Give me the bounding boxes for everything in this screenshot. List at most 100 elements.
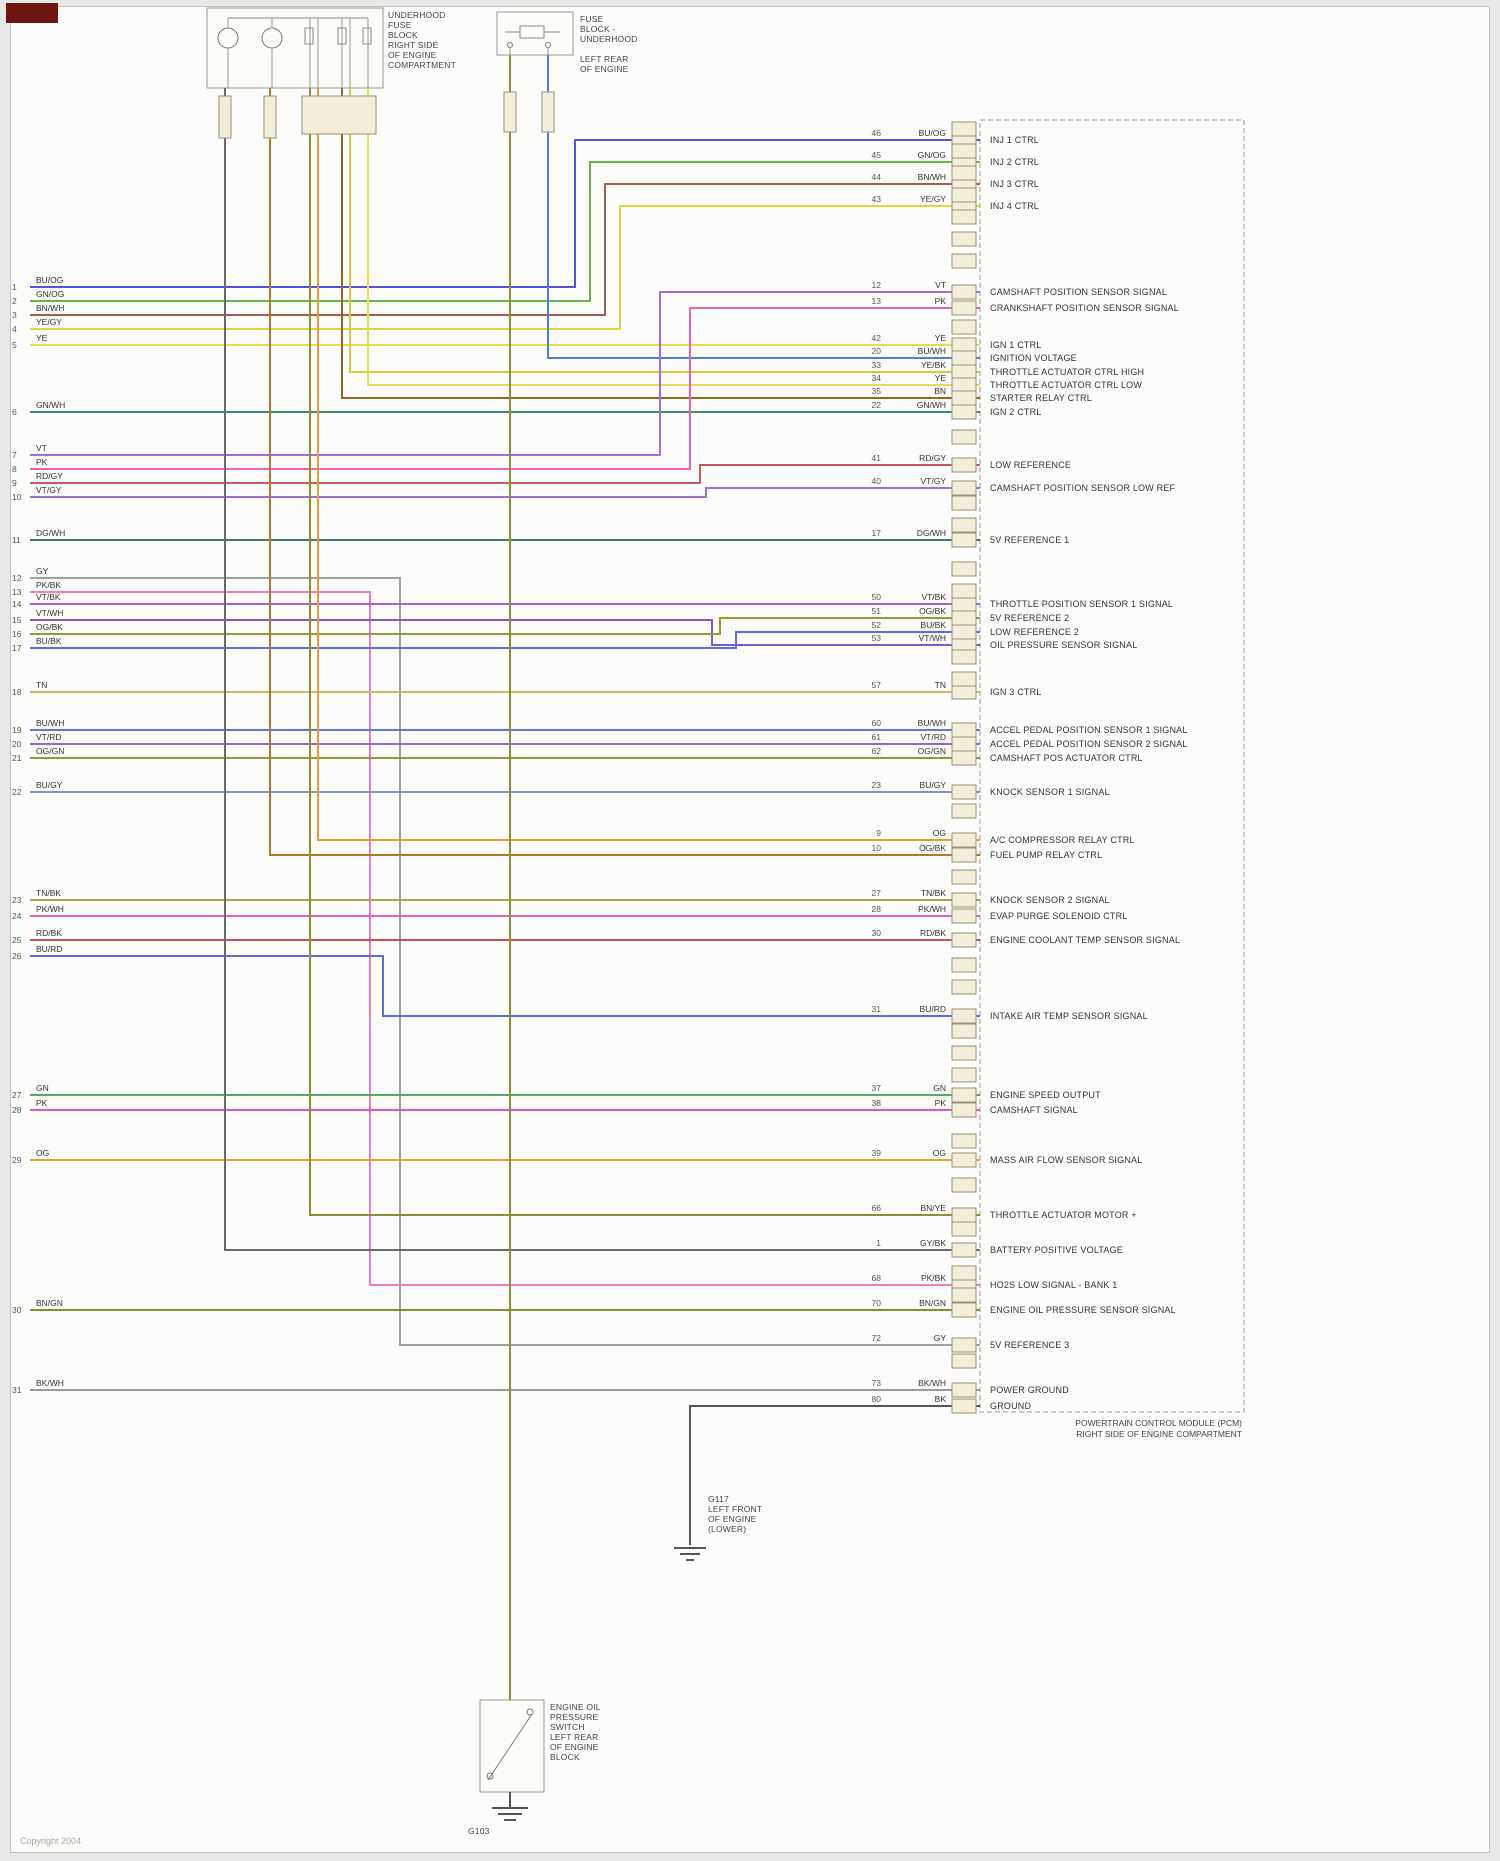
label-signal: IGN 1 CTRL xyxy=(990,340,1042,350)
label-pin: 73 xyxy=(872,1378,882,1388)
label-signal: LOW REFERENCE xyxy=(990,460,1071,470)
wire xyxy=(30,183,980,316)
label-pin: 26 xyxy=(12,951,22,961)
label-signal: ENGINE OIL PRESSURE SENSOR SIGNAL xyxy=(990,1305,1176,1315)
inline-connector xyxy=(218,95,232,139)
label-signal: 5V REFERENCE 1 xyxy=(990,535,1069,545)
label-code: RD/GY xyxy=(36,471,63,481)
label-signal: CRANKSHAFT POSITION SENSOR SIGNAL xyxy=(990,303,1179,313)
pcm-pin-box-empty xyxy=(951,561,977,577)
pcm-pin-box xyxy=(951,337,977,353)
label-signal: EVAP PURGE SOLENOID CTRL xyxy=(990,911,1128,921)
pcm-pin-box xyxy=(951,300,977,316)
label-code: VT xyxy=(36,443,47,453)
label-pin: 9 xyxy=(876,828,881,838)
label-signal: INTAKE AIR TEMP SENSOR SIGNAL xyxy=(990,1011,1148,1021)
label-pin: 53 xyxy=(872,633,882,643)
label-pin: 27 xyxy=(12,1090,22,1100)
fuse2-label: FUSE BLOCK - UNDERHOOD xyxy=(580,14,638,44)
label-code: BU/BK xyxy=(920,620,946,630)
label-pin: 34 xyxy=(872,373,882,383)
label-signal: OIL PRESSURE SENSOR SIGNAL xyxy=(990,640,1137,650)
label-code: OG/GN xyxy=(36,746,64,756)
label-pin: 8 xyxy=(12,464,17,474)
pcm-pin-box xyxy=(951,847,977,863)
label-signal: CAMSHAFT POSITION SENSOR SIGNAL xyxy=(990,287,1167,297)
pcm-pin-box-empty xyxy=(951,1353,977,1369)
label-pin: 28 xyxy=(12,1105,22,1115)
wire xyxy=(30,307,980,470)
label-pin: 29 xyxy=(12,1155,22,1165)
pcm-pin-box-empty xyxy=(951,495,977,511)
label-pin: 23 xyxy=(872,780,882,790)
pcm-pin-box-empty xyxy=(951,429,977,445)
label-pin: 39 xyxy=(872,1148,882,1158)
label-pin: 22 xyxy=(872,400,882,410)
pcm-pin-box-empty xyxy=(951,1045,977,1061)
label-signal: INJ 1 CTRL xyxy=(990,135,1039,145)
label-pin: 6 xyxy=(12,407,17,417)
label-signal: ENGINE SPEED OUTPUT xyxy=(990,1090,1101,1100)
label-pin: 68 xyxy=(872,1273,882,1283)
label-pin: 40 xyxy=(872,476,882,486)
label-signal: FUEL PUMP RELAY CTRL xyxy=(990,850,1102,860)
label-pin: 41 xyxy=(872,453,882,463)
label-code: BN/WH xyxy=(918,172,946,182)
wire xyxy=(224,88,980,1251)
inline-connector xyxy=(263,95,277,139)
pcm-pin-box xyxy=(951,736,977,752)
label-pin: 72 xyxy=(872,1333,882,1343)
label-signal: HO2S LOW SIGNAL - BANK 1 xyxy=(990,1280,1118,1290)
pcm-pin-box xyxy=(951,750,977,766)
label-signal: INJ 3 CTRL xyxy=(990,179,1039,189)
ground-symbol-g117 xyxy=(674,1547,706,1561)
label-signal: THROTTLE ACTUATOR MOTOR + xyxy=(990,1210,1137,1220)
label-signal: THROTTLE ACTUATOR CTRL HIGH xyxy=(990,367,1144,377)
label-code: BU/RD xyxy=(36,944,62,954)
label-code: VT/BK xyxy=(36,592,61,602)
label-pin: 25 xyxy=(12,935,22,945)
label-code: BK/WH xyxy=(918,1378,946,1388)
label-pin: 5 xyxy=(12,340,17,350)
label-code: PK/WH xyxy=(918,904,946,914)
label-code: TN xyxy=(935,680,946,690)
label-code: PK/BK xyxy=(36,580,61,590)
pcm-pin-box xyxy=(951,1152,977,1168)
pcm-pin-box-empty xyxy=(951,1221,977,1237)
label-signal: GROUND xyxy=(990,1401,1031,1411)
label-pin: 3 xyxy=(12,310,17,320)
pcm-pin-box-empty xyxy=(951,1023,977,1039)
label-pin: 4 xyxy=(12,324,17,334)
label-pin: 9 xyxy=(12,478,17,488)
label-code: VT/WH xyxy=(36,608,63,618)
label-code: GN xyxy=(933,1083,946,1093)
label-pin: 31 xyxy=(12,1385,22,1395)
label-code: BU/WH xyxy=(918,346,946,356)
pcm-pin-box-empty xyxy=(951,319,977,335)
label-pin: 62 xyxy=(872,746,882,756)
label-code: VT/GY xyxy=(920,476,946,486)
fuse-block-label: UNDERHOOD FUSE BLOCK RIGHT SIDE OF ENGIN… xyxy=(388,10,456,70)
label-signal: ACCEL PEDAL POSITION SENSOR 2 SIGNAL xyxy=(990,739,1188,749)
schematic-page xyxy=(10,6,1490,1853)
label-code: BU/RD xyxy=(920,1004,946,1014)
label-pin: 52 xyxy=(872,620,882,630)
pcm-pin-box-empty xyxy=(951,1265,977,1281)
label-code: BU/OG xyxy=(919,128,946,138)
pcm-pin-box-empty xyxy=(951,1177,977,1193)
label-pin: 11 xyxy=(12,535,21,545)
wire xyxy=(30,161,980,302)
pcm-pin-box-empty xyxy=(951,1287,977,1303)
label-pin: 20 xyxy=(12,739,22,749)
label-signal: KNOCK SENSOR 1 SIGNAL xyxy=(990,787,1110,797)
label-signal: ACCEL PEDAL POSITION SENSOR 1 SIGNAL xyxy=(990,725,1188,735)
label-code: YE/GY xyxy=(36,317,62,327)
pcm-pin-box-empty xyxy=(951,803,977,819)
pcm-pin-box xyxy=(951,284,977,300)
component-symbols xyxy=(206,7,1245,1821)
label-pin: 16 xyxy=(12,629,22,639)
label-code: TN/BK xyxy=(36,888,61,898)
label-signal: A/C COMPRESSOR RELAY CTRL xyxy=(990,835,1135,845)
wire xyxy=(30,487,980,498)
label-signal: MASS AIR FLOW SENSOR SIGNAL xyxy=(990,1155,1142,1165)
